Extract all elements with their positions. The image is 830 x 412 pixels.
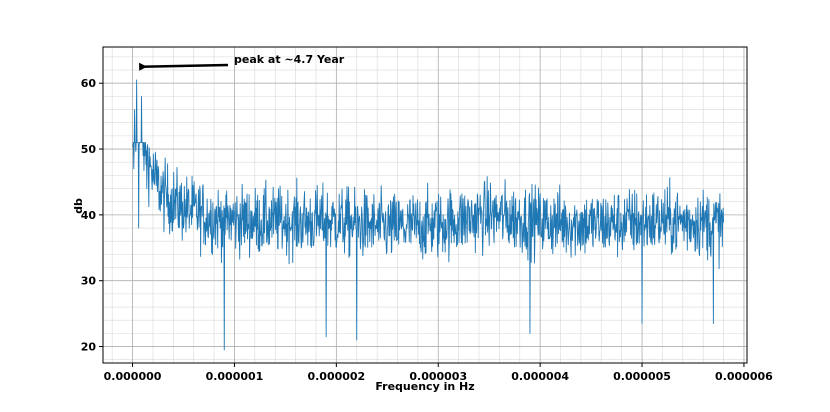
- x-axis-label: Frequency in Hz: [375, 380, 474, 393]
- plot-area-frame: [102, 46, 748, 364]
- y-tick-label: 40: [81, 209, 97, 222]
- x-tick-label: 0.000001: [206, 370, 264, 383]
- series-layer: [132, 79, 725, 351]
- y-tick-label: 50: [81, 143, 97, 156]
- x-tick-label: 0.000005: [613, 370, 671, 383]
- annotation-arrow: [139, 62, 229, 71]
- x-tick-label: 0.000003: [409, 370, 467, 383]
- y-tick-label: 60: [81, 77, 97, 90]
- y-axis-label: db: [72, 198, 85, 214]
- x-tick-label: 0.000004: [511, 370, 569, 383]
- x-tick-label: 0.000000: [104, 370, 162, 383]
- y-tick-label: 30: [81, 275, 97, 288]
- x-tick-label: 0.000006: [715, 370, 773, 383]
- annotation-layer: peak at ~4.7 Year: [139, 53, 345, 71]
- y-tick-label: 20: [81, 341, 97, 354]
- x-tick-label: 0.000002: [307, 370, 365, 383]
- series-line: [132, 79, 725, 351]
- annotation-text: peak at ~4.7 Year: [234, 53, 345, 66]
- axis-ticks: 0.000000 0.000001 0.000002 0.000003 0.000004…: [81, 77, 773, 383]
